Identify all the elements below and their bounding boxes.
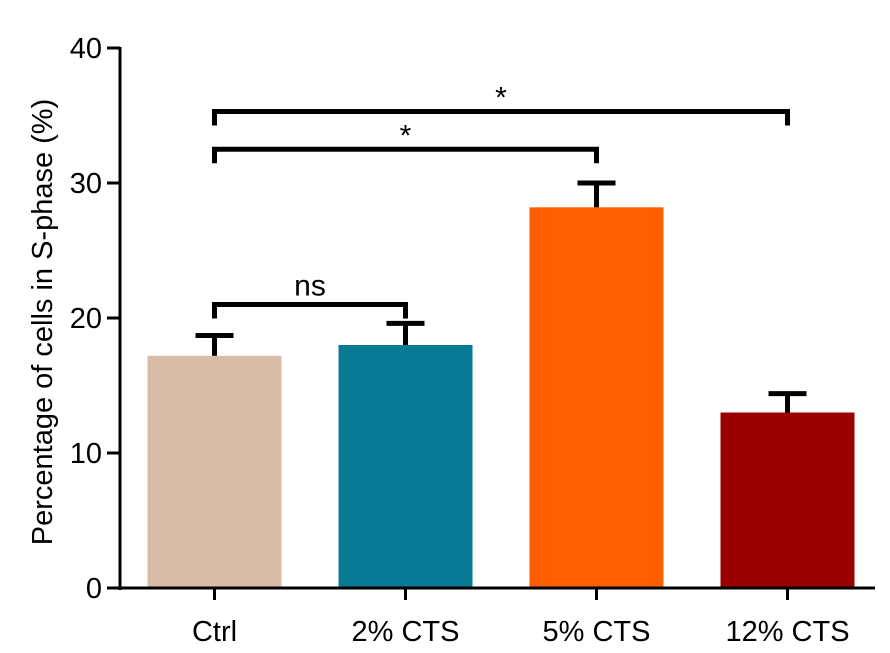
significance-bracket	[212, 108, 790, 126]
significance-bracket	[212, 146, 599, 164]
significance-bracket	[212, 302, 408, 319]
x-tick-label: 12% CTS	[725, 616, 849, 648]
bar	[529, 207, 664, 587]
x-tick-label: 2% CTS	[352, 616, 460, 648]
bar	[720, 412, 855, 587]
y-tick-label: 10	[70, 438, 102, 470]
y-axis-title: Percentage of cells in S-phase (%)	[27, 99, 59, 546]
x-tick-label: Ctrl	[192, 616, 237, 648]
x-tick-label: 5% CTS	[543, 616, 651, 648]
significance-label: ns	[294, 270, 326, 303]
axes: 0 10 20 30 40 Ctrl 2% CTS 5% CTS 12% CTS	[70, 33, 875, 648]
y-tick-label: 0	[86, 573, 102, 605]
bars	[147, 180, 855, 587]
y-tick-label: 30	[70, 168, 102, 200]
significance-label: *	[495, 81, 507, 114]
y-tick-label: 40	[70, 33, 102, 65]
bar	[147, 355, 282, 587]
significance-label: *	[400, 119, 412, 152]
bar	[338, 345, 473, 587]
y-tick-label: 20	[70, 303, 102, 335]
significance-brackets: ns * *	[212, 81, 790, 319]
